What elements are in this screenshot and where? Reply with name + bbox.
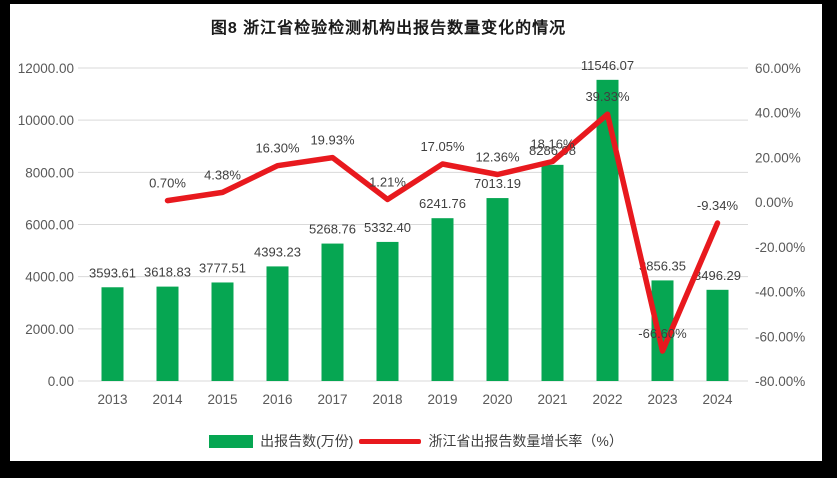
- x-axis-label: 2018: [372, 392, 402, 407]
- growth-rate-line: [164, 111, 721, 354]
- chart-canvas: 0.00 2000.00 4000.00 6000.00 8000.00 10000.00…: [18, 58, 806, 407]
- bar-value-label: 3593.61: [89, 265, 136, 280]
- line-value-label: 39.33%: [585, 89, 630, 104]
- y-axis-right-tick: 20.00%: [755, 150, 801, 165]
- y-axis-right-tick: -80.00%: [755, 374, 805, 389]
- y-axis-right-tick: 0.00%: [755, 195, 793, 210]
- line-value-label: 16.30%: [255, 141, 300, 156]
- bar-2015: [211, 282, 234, 381]
- bar-value-label: 3618.83: [144, 265, 191, 280]
- bar-value-label: 7013.19: [474, 176, 521, 191]
- x-axis-label: 2017: [317, 392, 347, 407]
- x-axis-label: 2023: [647, 392, 677, 407]
- x-axis-label: 2024: [702, 392, 733, 407]
- line-value-label: 19.93%: [310, 133, 355, 148]
- x-axis-label: 2019: [427, 392, 457, 407]
- bar-2019: [431, 218, 454, 381]
- bar-value-label: 6241.76: [419, 196, 466, 211]
- chart-window: 图8 浙江省检验检测机构出报告数量变化的情况 0.00 2000.00 4000.0…: [10, 4, 822, 461]
- bar-value-label: 3496.29: [694, 268, 741, 283]
- y-axis-left-tick: 0.00: [48, 374, 74, 389]
- line-value-label: 12.36%: [475, 150, 520, 165]
- line-value-label: -66.60%: [638, 326, 687, 341]
- line-value-label: 1.21%: [369, 174, 406, 189]
- bar-2016: [266, 266, 289, 381]
- chart-legend: 出报告数(万份) 浙江省出报告数量增长率（%）: [10, 431, 822, 451]
- bar-2020: [486, 198, 509, 381]
- x-axis-label: 2020: [482, 392, 512, 407]
- x-axis-label: 2013: [97, 392, 127, 407]
- bar-2017: [321, 243, 344, 381]
- bar-2014: [156, 286, 179, 381]
- line-value-label: 0.70%: [149, 176, 186, 191]
- line-value-label: 17.05%: [420, 139, 465, 154]
- y-axis-left-tick: 6000.00: [25, 218, 74, 233]
- y-axis-right-tick: -20.00%: [755, 240, 805, 255]
- legend-item-bars: 出报告数(万份): [209, 431, 353, 451]
- y-axis-left-tick: 12000.00: [18, 61, 74, 76]
- bar-2022: [596, 79, 619, 382]
- y-axis-right-tick: -60.00%: [755, 329, 805, 344]
- bar-2024: [706, 289, 729, 381]
- bar-series-swatch-icon: [209, 434, 254, 448]
- bar-value-label: 4393.23: [254, 244, 301, 259]
- bar-2018: [376, 241, 399, 381]
- bar-value-label: 5268.76: [309, 222, 356, 237]
- line-value-label: 18.16%: [530, 137, 575, 152]
- bar-value-label: 3856.35: [639, 258, 686, 273]
- x-axis-label: 2021: [537, 392, 567, 407]
- bar-value-label: 5332.40: [364, 220, 411, 235]
- y-axis-right-tick: 60.00%: [755, 61, 801, 76]
- y-axis-left-tick: 2000.00: [25, 322, 74, 337]
- y-axis-left-tick: 8000.00: [25, 165, 74, 180]
- line-value-label: 4.38%: [204, 167, 241, 182]
- bar-2013: [101, 287, 124, 381]
- x-axis-label: 2022: [592, 392, 622, 407]
- chart-title: 图8 浙江省检验检测机构出报告数量变化的情况: [210, 20, 567, 37]
- legend-label-bars: 出报告数(万份): [260, 433, 354, 449]
- legend-item-line: 浙江省出报告数量增长率（%）: [359, 431, 623, 451]
- y-axis-right-tick: 40.00%: [755, 106, 801, 121]
- y-axis-left-tick: 10000.00: [18, 113, 74, 128]
- line-value-label: -9.34%: [697, 198, 739, 213]
- x-axis-label: 2015: [207, 392, 237, 407]
- y-axis-right-tick: -40.00%: [755, 285, 805, 300]
- x-axis-label: 2014: [152, 392, 183, 407]
- bar-value-label: 3777.51: [199, 260, 246, 275]
- bar-2023: [651, 280, 674, 381]
- y-axis-left-tick: 4000.00: [25, 270, 74, 285]
- x-axis-label: 2016: [262, 392, 292, 407]
- bar-2021: [541, 164, 564, 381]
- bar-value-label: 11546.07: [581, 58, 634, 73]
- legend-label-line: 浙江省出报告数量增长率（%）: [428, 433, 623, 449]
- line-series-swatch-icon: [359, 438, 422, 444]
